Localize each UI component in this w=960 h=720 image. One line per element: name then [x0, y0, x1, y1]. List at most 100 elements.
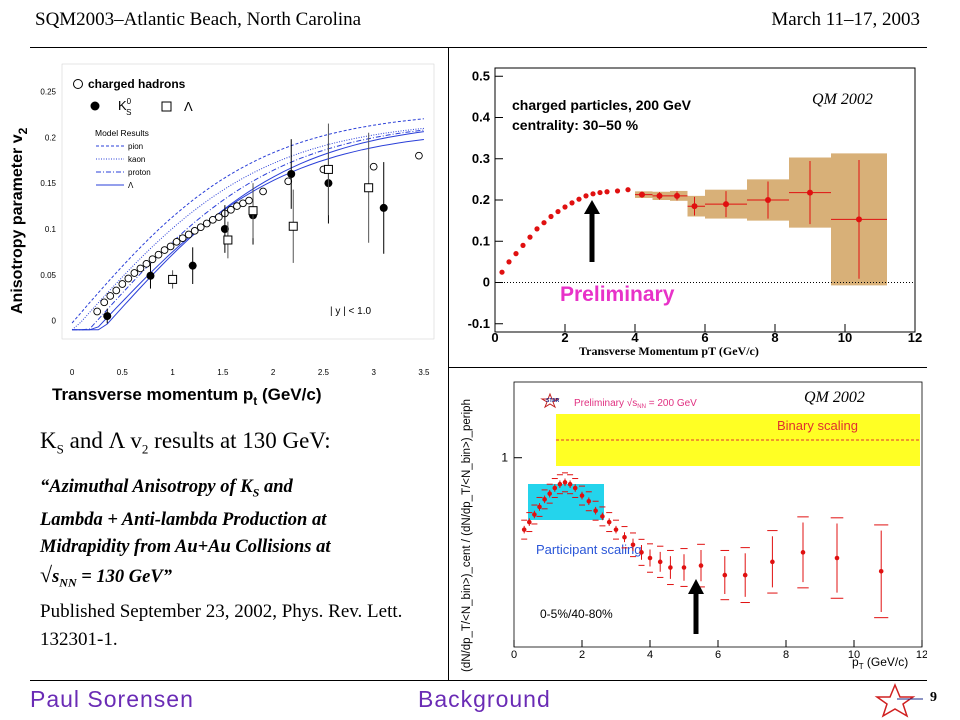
- x-tick-label: 8: [771, 330, 778, 345]
- ks-point: [188, 261, 197, 270]
- model-curve: [72, 129, 424, 331]
- rcp-point: [639, 550, 644, 555]
- rcp-point: [600, 514, 605, 519]
- x-tick-label: 12: [908, 330, 922, 345]
- charged-hadron-point: [196, 223, 205, 232]
- star-footer-logo-icon: [874, 683, 923, 718]
- v2-point: [583, 193, 589, 199]
- footer-author: Paul Sorensen: [30, 686, 194, 712]
- chart-v2-130gev: 0 0.5 1 1.5 2 2.5 3 3.5 0 0.05 0.1 0.15 0.2 0.25 char…: [9, 63, 435, 408]
- chart1-frame: [61, 63, 435, 340]
- model-curve: [72, 131, 424, 331]
- v2-point: [576, 196, 582, 202]
- x-tick-label: 4: [647, 649, 653, 661]
- legend-pion: pion: [128, 142, 143, 151]
- rcp-point: [542, 497, 547, 502]
- rcp-point: [532, 512, 537, 517]
- v2-point: [541, 220, 547, 226]
- chart-rcp: Binary scaling Participant scaling 0-5%/…: [461, 381, 927, 672]
- model-curve: [71, 118, 424, 324]
- chart2-arrow-head: [584, 200, 600, 214]
- rcp-point: [572, 485, 578, 491]
- charged-hadron-point: [118, 280, 127, 288]
- rcp-point: [586, 498, 592, 504]
- rcp-point: [770, 559, 775, 565]
- rcp-point: [567, 481, 573, 487]
- ks-point: [379, 203, 388, 212]
- chart1-model-curves: [71, 118, 424, 331]
- v2-point: [499, 269, 505, 275]
- v2-highpt-point: [674, 192, 680, 199]
- x-tick-label: 1.5: [217, 368, 229, 377]
- rcp-point: [681, 565, 687, 570]
- v2-highpt-point: [639, 191, 645, 198]
- charged-hadron-point: [148, 255, 157, 264]
- chart1-axis-ticks: 0 0.5 1 1.5 2 2.5 3 3.5 0 0.05 0.1 0.15 0.2 0.25: [40, 88, 430, 378]
- model-curve: [71, 127, 424, 331]
- star-logo-icon: [540, 392, 560, 409]
- v2-highpt-point: [723, 201, 729, 208]
- charged-hadron-point: [415, 151, 423, 160]
- x-tick-label: 4: [631, 330, 639, 345]
- footer-section: Background: [418, 686, 551, 712]
- x-tick-label: 12: [916, 649, 927, 661]
- rcp-point: [800, 550, 806, 555]
- legend-kaon: kaon: [128, 155, 145, 164]
- chart2-preliminary: Preliminary: [560, 283, 675, 306]
- v2-point: [548, 213, 554, 220]
- charged-hadron-point: [142, 259, 151, 268]
- v2-highpt-point: [856, 216, 862, 223]
- v2-point: [604, 189, 610, 195]
- x-tick-label: 6: [701, 330, 708, 345]
- chart1-x-label: Transverse momentum pt (GeV/c): [52, 385, 322, 408]
- rcp-point: [742, 572, 748, 578]
- y-tick-label: 0.2: [45, 133, 57, 142]
- x-tick-label: 3.5: [418, 368, 430, 377]
- chart2-qm-label: QM 2002: [812, 91, 873, 108]
- rcp-point: [579, 493, 585, 498]
- rcp-point: [562, 480, 568, 485]
- participant-scaling-band: [528, 484, 604, 520]
- rcp-point: [606, 519, 612, 525]
- chart3-y-label: (dN/dp_T/<N_bin>)_cent / (dN/dp_T/<N_bin…: [461, 399, 473, 672]
- ks-point: [220, 225, 229, 233]
- chart3-arrow-head: [688, 579, 704, 594]
- x-tick-label: 0: [491, 330, 498, 345]
- charged-hadron-point: [190, 226, 199, 235]
- y-tick-label: 0.15: [40, 179, 56, 188]
- y-tick-label: -0.1: [468, 316, 490, 331]
- results-title: KS and Λ v2 results at 130 GeV:: [40, 428, 331, 457]
- rcp-point: [630, 542, 636, 548]
- chart3-qm-label: QM 2002: [804, 389, 865, 406]
- rcp-point: [521, 527, 527, 532]
- charged-hadron-point: [178, 234, 187, 243]
- rcp-point: [593, 508, 598, 514]
- v2-point: [590, 191, 596, 197]
- rcp-point: [878, 568, 884, 574]
- x-tick-label: 10: [848, 649, 860, 661]
- v2-point: [506, 259, 512, 265]
- legend-ks-marker: [90, 101, 100, 111]
- panel-divider-vertical: [448, 47, 449, 680]
- charged-hadron-point: [136, 264, 145, 273]
- chart1-rapidity-note: | y | < 1.0: [330, 306, 371, 317]
- charged-hadron-point: [245, 196, 253, 205]
- v2-point: [527, 234, 533, 240]
- v2-point: [569, 200, 575, 206]
- rcp-point: [668, 565, 673, 570]
- v2-point: [597, 189, 603, 196]
- legend-proton: proton: [128, 168, 151, 177]
- charged-hadron-point: [160, 246, 169, 254]
- model-curve: [72, 139, 424, 331]
- v2-point: [562, 204, 568, 210]
- x-tick-label: 0: [511, 649, 517, 661]
- legend-lam: Λ: [128, 181, 134, 190]
- y-tick-label: 0.4: [472, 110, 491, 125]
- v2-point: [513, 251, 519, 257]
- centrality-label: 0-5%/40-80%: [540, 607, 613, 621]
- charged-hadron-point: [172, 237, 181, 246]
- rcp-point: [722, 572, 728, 578]
- v2-point: [625, 187, 631, 193]
- rcp-point: [552, 485, 558, 491]
- charged-hadron-point: [214, 213, 223, 221]
